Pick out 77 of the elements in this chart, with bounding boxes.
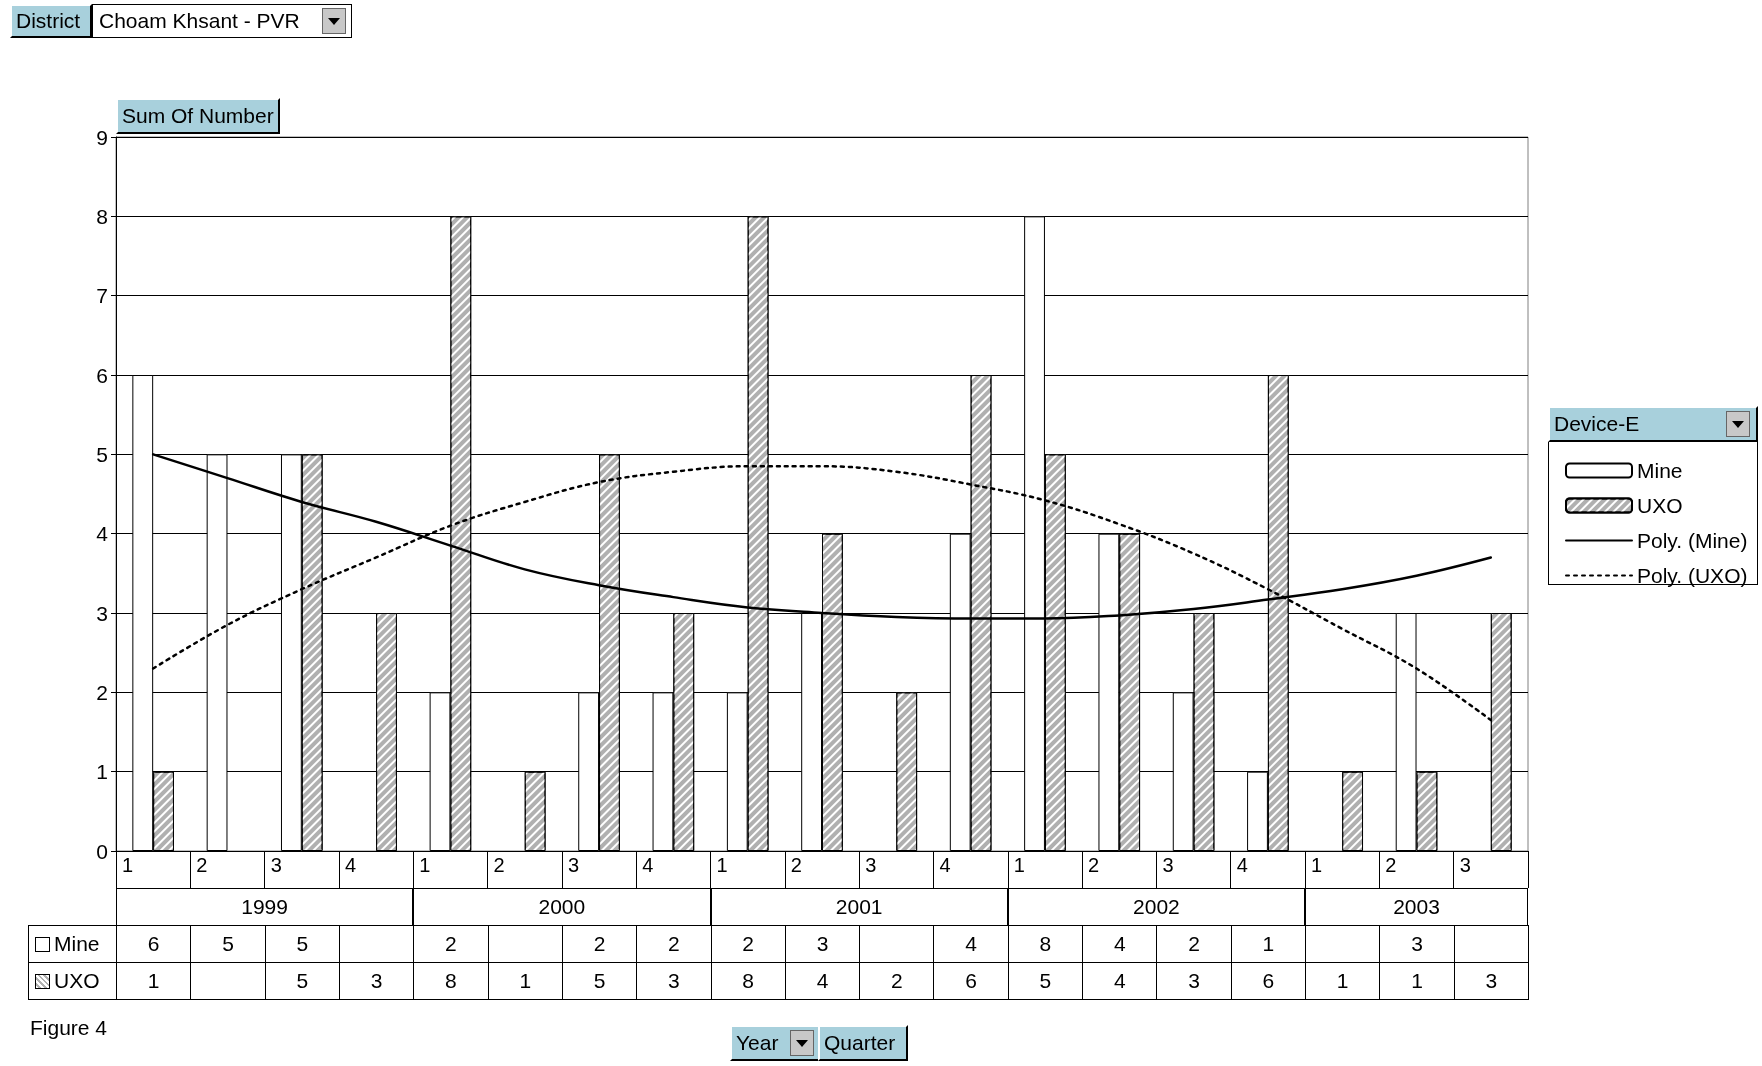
- data-label: 2: [561, 925, 638, 963]
- data-label: 1: [1379, 962, 1455, 1000]
- text: UXO: [54, 969, 100, 992]
- data-label: 1: [1305, 962, 1381, 1000]
- data-label: 5: [264, 925, 340, 963]
- y-tick-label: 8: [96, 204, 108, 228]
- data-label: 6: [933, 962, 1009, 1000]
- x-tick-label: 1: [419, 854, 431, 876]
- x-tick-label: 2: [196, 854, 208, 876]
- data-label: 2: [710, 925, 786, 963]
- data-label: 3: [1379, 925, 1455, 963]
- text: 2002: [1007, 888, 1306, 926]
- x-tick-label: 2: [493, 854, 505, 876]
- x-tick-label: 2: [1088, 854, 1100, 876]
- legend-title: Device-E: [1548, 406, 1758, 442]
- data-label: 2: [636, 925, 712, 963]
- data-label: 8: [413, 962, 489, 1000]
- x-tick-label: 2: [1385, 854, 1397, 876]
- x-tick-label: 1: [1311, 854, 1323, 876]
- data-label: 3: [1453, 962, 1529, 1000]
- data-label: 4: [784, 962, 861, 1000]
- data-label: 5: [190, 925, 266, 963]
- data-label: 3: [784, 925, 861, 963]
- text: 2001: [710, 888, 1008, 926]
- y-axis-title: Sum Of Number: [116, 98, 280, 134]
- x-tick-label: 4: [642, 854, 654, 876]
- data-label: 3: [1156, 962, 1232, 1000]
- text: Choam Khsant - PVR: [92, 4, 352, 38]
- y-tick-label: 7: [96, 284, 108, 308]
- x-tick-label: 4: [939, 854, 951, 876]
- data-label: 2: [413, 925, 489, 963]
- legend-label: Poly. (UXO): [1637, 564, 1748, 587]
- x-tick-label: 3: [1162, 854, 1174, 876]
- x-tick-label: 3: [270, 854, 282, 876]
- x-tick-label: 2: [790, 854, 802, 876]
- y-tick-label: 0: [96, 839, 108, 863]
- data-label: 5: [264, 962, 340, 1000]
- data-label: 3: [636, 962, 712, 1000]
- text: Quarter: [818, 1025, 908, 1061]
- caption: Figure 4: [30, 1015, 109, 1041]
- y-tick-label: 3: [96, 601, 108, 625]
- data-label: 4: [1082, 962, 1158, 1000]
- text: Year: [730, 1025, 820, 1061]
- x-tick-label: 1: [716, 854, 728, 876]
- data-label: 2: [859, 962, 935, 1000]
- data-label: 6: [1230, 962, 1307, 1000]
- y-tick-label: 2: [96, 680, 108, 704]
- legend-label: UXO: [1637, 494, 1683, 517]
- y-tick-label: 1: [96, 760, 108, 784]
- y-tick-label: 9: [96, 125, 108, 149]
- data-label: 5: [561, 962, 638, 1000]
- data-label: 8: [1007, 925, 1084, 963]
- x-tick-label: 4: [344, 854, 357, 876]
- text: Mine: [1637, 459, 1683, 482]
- text: 1999: [116, 888, 414, 926]
- y-tick-label: 5: [96, 442, 108, 466]
- text: 2003: [1305, 888, 1528, 926]
- x-tick-label: 1: [122, 854, 134, 876]
- legend-label: Poly. (Mine): [1637, 529, 1748, 552]
- text: 2000: [413, 888, 711, 926]
- text: District: [10, 4, 92, 38]
- data-label: 1: [1230, 925, 1307, 963]
- data-label: 4: [933, 925, 1009, 963]
- x-tick-label: 1: [1013, 854, 1025, 876]
- y-tick-label: 6: [96, 363, 108, 387]
- x-tick-label: 3: [1459, 854, 1471, 876]
- x-tick-label: 4: [1236, 854, 1248, 876]
- data-label: 2: [1156, 925, 1232, 963]
- x-tick-label: 3: [567, 854, 580, 876]
- data-label: 5: [1007, 962, 1084, 1000]
- data-label: 3: [338, 962, 415, 1000]
- data-label: 1: [487, 962, 563, 1000]
- legend-label: Mine: [28, 925, 117, 963]
- y-tick-label: 4: [96, 522, 109, 546]
- data-label: 4: [1082, 925, 1158, 963]
- x-tick-label: 3: [865, 854, 877, 876]
- data-label: 8: [710, 962, 786, 1000]
